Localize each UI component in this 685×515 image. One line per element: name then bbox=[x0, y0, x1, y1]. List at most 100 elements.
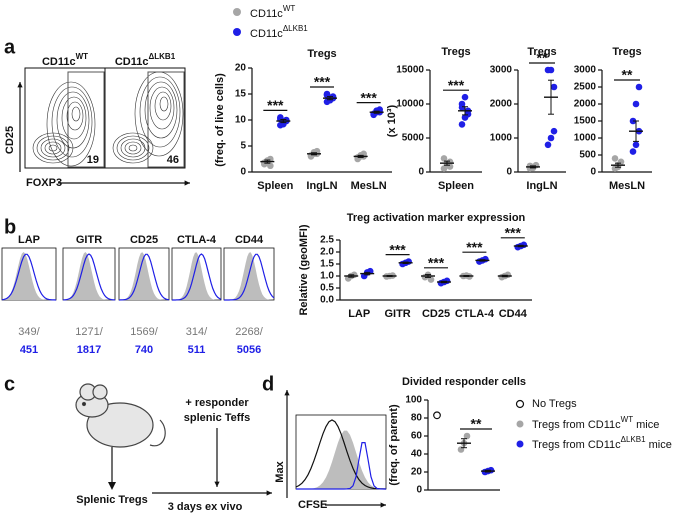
contour bbox=[128, 144, 138, 152]
legend-marker bbox=[233, 8, 241, 16]
histogram-label: GITR bbox=[76, 234, 102, 246]
y-tick-label: 2.5 bbox=[320, 235, 334, 246]
x-tick-label: IngLN bbox=[526, 180, 557, 192]
y-tick-label: 5 bbox=[240, 141, 246, 152]
y-tick-label: 3000 bbox=[490, 65, 513, 76]
mouse-icon bbox=[75, 383, 166, 490]
contour bbox=[66, 101, 84, 131]
y-tick-label: 0 bbox=[506, 167, 512, 178]
y-tick-label: 1.5 bbox=[320, 259, 334, 270]
legend-marker bbox=[515, 399, 525, 409]
y-axis-label: (freq. of parent) bbox=[388, 404, 400, 486]
arrow-head bbox=[184, 180, 190, 186]
data-point bbox=[464, 110, 472, 118]
data-point bbox=[458, 121, 466, 128]
y-tick-label: 2.0 bbox=[320, 247, 334, 258]
significance-label: *** bbox=[314, 74, 331, 90]
histogram-ko bbox=[1, 253, 57, 301]
gate bbox=[67, 71, 105, 168]
contour bbox=[159, 96, 169, 112]
histogram-label: CD44 bbox=[235, 234, 264, 246]
legend-label: Tregs from CD11cΔLKB1 mice bbox=[532, 435, 672, 451]
legend-label-main: Tregs from CD11c bbox=[532, 439, 621, 451]
significance-label: *** bbox=[389, 241, 406, 257]
legend-label-tail: mice bbox=[646, 439, 672, 451]
histogram-ko bbox=[62, 253, 116, 301]
y-tick-label: 0 bbox=[418, 167, 424, 178]
y-tick-label: 2000 bbox=[490, 99, 513, 110]
histogram-label: LAP bbox=[18, 234, 40, 246]
x-tick-label: IngLN bbox=[306, 180, 337, 192]
y-tick-label: 15000 bbox=[396, 65, 424, 76]
significance-label: *** bbox=[505, 225, 522, 241]
y-tick-label: 0 bbox=[416, 485, 422, 496]
legend-label: CD11cWT bbox=[250, 4, 295, 20]
x-tick-label: CD44 bbox=[499, 308, 528, 320]
y-tick-label: 2000 bbox=[574, 99, 597, 110]
significance-label: *** bbox=[360, 89, 377, 105]
data-point bbox=[547, 66, 555, 74]
y-tick-label: 10000 bbox=[396, 99, 424, 110]
x-tick-label: Spleen bbox=[257, 180, 293, 192]
flow-title: CD11cWT bbox=[42, 52, 88, 68]
data-point bbox=[446, 163, 454, 170]
contour bbox=[44, 141, 62, 155]
contour bbox=[149, 86, 175, 130]
mfi-ko: 740 bbox=[135, 344, 153, 356]
x-tick-label: LAP bbox=[348, 308, 370, 320]
legend-marker bbox=[516, 440, 524, 448]
legend-label-sup: ΔLKB1 bbox=[283, 24, 308, 33]
y-tick-label: 0.0 bbox=[320, 295, 334, 306]
mfi-separator: / bbox=[100, 326, 104, 338]
mfi-wt-value: 2268 bbox=[235, 326, 259, 338]
data-point bbox=[611, 155, 619, 162]
flow-title-sup: WT bbox=[76, 52, 89, 61]
data-point bbox=[635, 83, 643, 91]
legend-label: Tregs from CD11cWT mice bbox=[532, 415, 659, 431]
data-point bbox=[632, 100, 640, 108]
mfi-wt-value: 1569 bbox=[130, 326, 154, 338]
mfi-separator: / bbox=[204, 326, 208, 338]
data-point bbox=[547, 134, 555, 142]
histogram-wt bbox=[63, 252, 115, 300]
data-point bbox=[461, 93, 469, 101]
cfse-x-label: CFSE bbox=[298, 499, 327, 511]
contour bbox=[116, 135, 150, 161]
contour bbox=[144, 81, 178, 139]
y-tick-label: 500 bbox=[579, 150, 596, 161]
chart-title: Treg activation marker expression bbox=[347, 212, 526, 224]
mfi-wt: 349/ bbox=[18, 326, 40, 338]
chart-title: Tregs bbox=[527, 46, 556, 58]
legend-label-tail: mice bbox=[633, 419, 659, 431]
legend-label-sup: WT bbox=[621, 415, 634, 424]
contour bbox=[112, 132, 154, 164]
step-label: Splenic Tregs bbox=[76, 494, 148, 506]
contour bbox=[48, 144, 58, 152]
y-axis-label: (freq. of live cells) bbox=[214, 73, 226, 167]
y-axis-label: Relative (geoMFI) bbox=[298, 224, 310, 315]
flow-x-label: FOXP3 bbox=[26, 177, 62, 189]
cfse-y-label: Max bbox=[274, 460, 286, 482]
significance-label: ** bbox=[622, 67, 633, 83]
y-tick-label: 1000 bbox=[574, 133, 597, 144]
y-tick-label: 20 bbox=[411, 467, 423, 478]
histogram-ko bbox=[118, 253, 170, 301]
contour bbox=[124, 141, 142, 155]
mfi-wt-value: 1271 bbox=[75, 326, 99, 338]
contour bbox=[32, 132, 74, 164]
histogram-gray bbox=[296, 430, 386, 489]
legend-label-main: Tregs from CD11c bbox=[532, 419, 621, 431]
significance-label: *** bbox=[448, 77, 465, 93]
y-axis-label: (x 10³) bbox=[386, 104, 398, 137]
x-tick-label: CTLA-4 bbox=[455, 308, 495, 320]
arrow-head bbox=[214, 481, 220, 487]
data-point bbox=[550, 83, 558, 91]
gate bbox=[147, 71, 185, 168]
data-point bbox=[323, 91, 331, 99]
legend-label-sup: ΔLKB1 bbox=[621, 435, 646, 444]
x-tick-label: MesLN bbox=[351, 180, 387, 192]
contour bbox=[40, 138, 66, 158]
significance-label: ** bbox=[471, 416, 482, 432]
y-tick-label: 0 bbox=[240, 167, 246, 178]
